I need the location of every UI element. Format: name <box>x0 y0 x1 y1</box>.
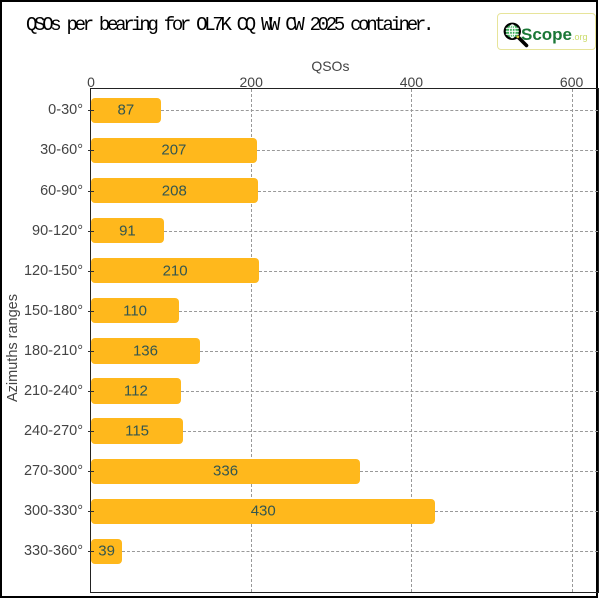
svg-text:Scope.org: Scope.org <box>521 25 588 44</box>
